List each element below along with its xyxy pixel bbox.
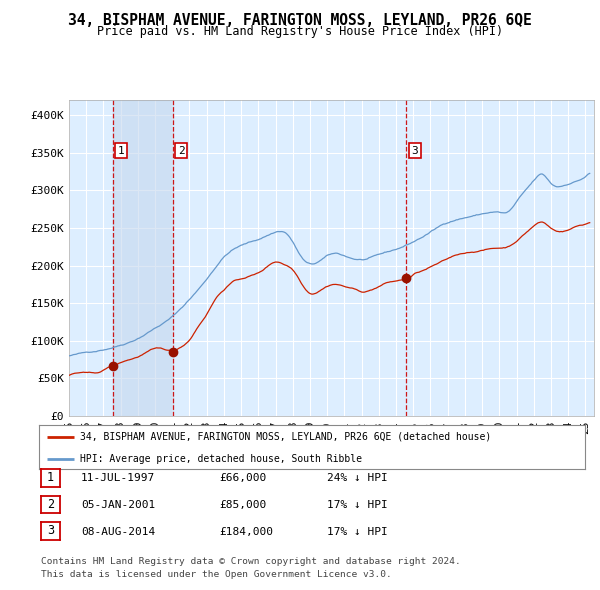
Text: 24% ↓ HPI: 24% ↓ HPI — [327, 474, 388, 483]
Text: £184,000: £184,000 — [219, 527, 273, 536]
Text: 34, BISPHAM AVENUE, FARINGTON MOSS, LEYLAND, PR26 6QE: 34, BISPHAM AVENUE, FARINGTON MOSS, LEYL… — [68, 13, 532, 28]
Text: Price paid vs. HM Land Registry's House Price Index (HPI): Price paid vs. HM Land Registry's House … — [97, 25, 503, 38]
Text: £66,000: £66,000 — [219, 474, 266, 483]
Text: 05-JAN-2001: 05-JAN-2001 — [81, 500, 155, 510]
Bar — [113, 100, 173, 416]
Text: HPI: Average price, detached house, South Ribble: HPI: Average price, detached house, Sout… — [80, 454, 362, 464]
Text: 1: 1 — [47, 471, 54, 484]
Text: 17% ↓ HPI: 17% ↓ HPI — [327, 527, 388, 536]
Text: 17% ↓ HPI: 17% ↓ HPI — [327, 500, 388, 510]
Text: 2: 2 — [47, 498, 54, 511]
Text: This data is licensed under the Open Government Licence v3.0.: This data is licensed under the Open Gov… — [41, 571, 392, 579]
Text: £85,000: £85,000 — [219, 500, 266, 510]
Text: 3: 3 — [47, 525, 54, 537]
Text: 3: 3 — [412, 146, 418, 156]
Text: 1: 1 — [118, 146, 124, 156]
Text: 2: 2 — [178, 146, 185, 156]
Text: Contains HM Land Registry data © Crown copyright and database right 2024.: Contains HM Land Registry data © Crown c… — [41, 558, 461, 566]
Text: 11-JUL-1997: 11-JUL-1997 — [81, 474, 155, 483]
Text: 34, BISPHAM AVENUE, FARINGTON MOSS, LEYLAND, PR26 6QE (detached house): 34, BISPHAM AVENUE, FARINGTON MOSS, LEYL… — [80, 432, 491, 442]
Text: 08-AUG-2014: 08-AUG-2014 — [81, 527, 155, 536]
